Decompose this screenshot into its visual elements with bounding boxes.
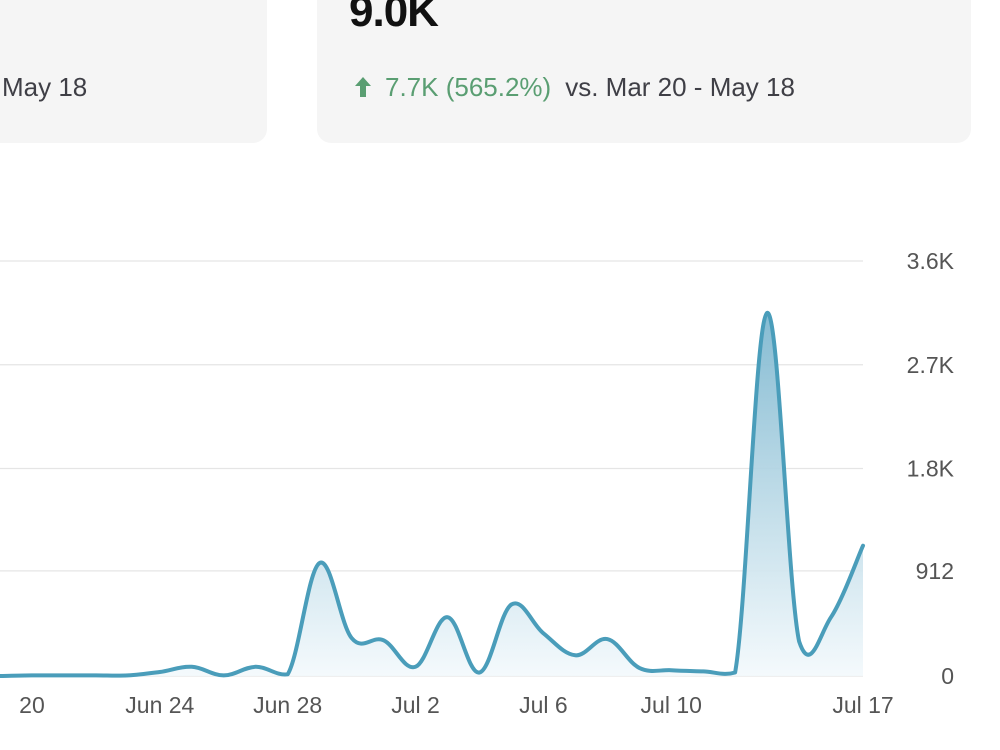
y-tick-label: 2.7K <box>907 352 955 378</box>
change-value: 7.7K (565.2%) <box>385 72 552 102</box>
metric-value: 9.0K <box>349 0 439 36</box>
compare-period: vs. Mar 20 - May 18 <box>565 72 795 102</box>
x-tick-label: Jun 24 <box>125 692 194 718</box>
y-tick-label: 1.8K <box>907 456 955 482</box>
x-tick-label: Jul 17 <box>832 692 893 718</box>
summary-card-current[interactable]: 9.0K 7.7K (565.2%) vs. Mar 20 - May 18 <box>317 0 971 143</box>
x-tick-label: 20 <box>19 692 45 718</box>
series-line <box>0 310 865 678</box>
y-tick-label: 0 <box>941 663 954 689</box>
x-tick-label: Jul 6 <box>519 692 568 718</box>
card-compare-row: 7.7K (565.2%) vs. Mar 20 - May 18 <box>353 74 795 100</box>
x-tick-label: Jul 10 <box>641 692 702 718</box>
chart-svg: 3.6K 2.7K 1.8K 912 0 20 Jun 24 Jun 28 Jul 2 Jul 6… <box>0 248 955 718</box>
y-tick-label: 912 <box>916 558 954 584</box>
series-area <box>0 312 863 676</box>
x-tick-label: Jun 28 <box>253 692 322 718</box>
summary-card-previous[interactable]: May 18 <box>0 0 267 143</box>
area-chart[interactable]: 3.6K 2.7K 1.8K 912 0 20 Jun 24 Jun 28 Jul 2 Jul 6… <box>0 230 1000 750</box>
arrow-up-icon <box>355 77 371 97</box>
x-tick-label: Jul 2 <box>391 692 440 718</box>
y-tick-label: 3.6K <box>907 248 955 274</box>
card-compare-text: May 18 <box>2 72 88 102</box>
